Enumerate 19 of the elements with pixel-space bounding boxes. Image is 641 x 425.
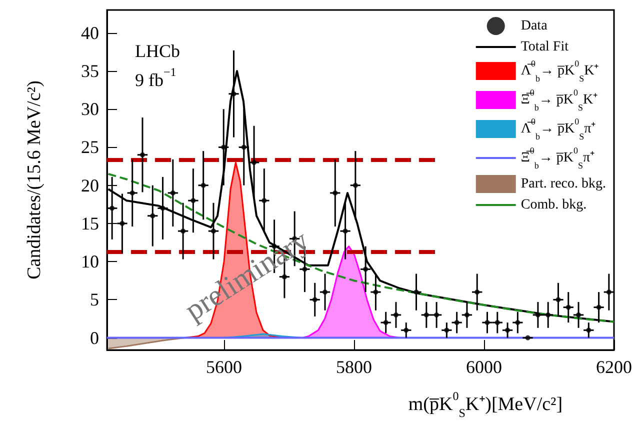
legend-label: Part. reco. bkg.	[520, 176, 606, 192]
x-tick-label: 5800	[336, 357, 372, 377]
x-tick-label: 5600	[206, 357, 242, 377]
x-tick-label: 6000	[466, 357, 502, 377]
x-tick-label: 6200	[596, 357, 632, 377]
y-tick-label: 25	[81, 137, 99, 158]
legend-label: Comb. bkg.	[520, 198, 587, 212]
y-tick-label: 40	[81, 22, 99, 43]
y-axis-title: Candidates/(15.6 MeV/c²)	[24, 80, 45, 280]
y-tick-label: 20	[81, 175, 99, 196]
annotation: LHCb	[135, 41, 180, 61]
y-tick-label: 0	[90, 328, 99, 348]
y-tick-label: 15	[81, 213, 99, 234]
y-tick-label: 10	[81, 252, 99, 272]
y-tick-label: 30	[81, 99, 99, 120]
legend-label: Total Fit	[520, 40, 569, 54]
y-tick-label: 35	[81, 60, 99, 81]
y-tick-label: 5	[90, 290, 99, 310]
legend-label: Data	[520, 18, 548, 34]
